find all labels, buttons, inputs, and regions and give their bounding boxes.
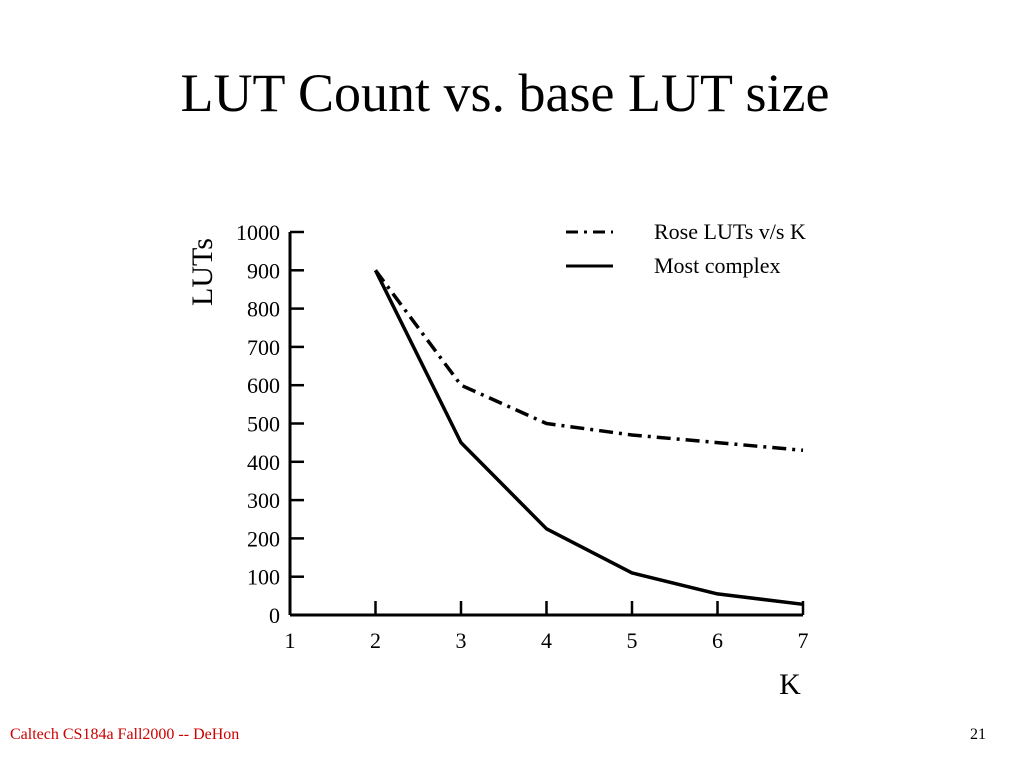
y-tick-label: 600 — [247, 373, 280, 398]
axes: 0 100 200 300 400 500 600 700 800 900 1000 1 2 3 4 5 6 7 K… — [186, 220, 809, 701]
legend-label-2: Most complex — [654, 253, 781, 278]
x-tick-label: 5 — [627, 628, 638, 653]
slide-title: LUT Count vs. base LUT size — [180, 63, 830, 123]
y-tick-label: 0 — [269, 603, 280, 628]
series-line-1 — [374, 269, 804, 453]
x-tick-label: 4 — [541, 628, 552, 653]
legend-label-1: Rose LUTs v/s K — [654, 219, 806, 244]
x-tick-label: 6 — [712, 628, 723, 653]
page-number: 21 — [970, 726, 986, 743]
y-tick-label: 500 — [247, 412, 280, 437]
y-tick-label: 300 — [247, 488, 280, 513]
x-tick-label: 3 — [456, 628, 467, 653]
series-layer — [373, 269, 804, 607]
legend: Rose LUTs v/s K Most complex — [566, 219, 806, 278]
series-line-2 — [373, 269, 804, 607]
footer-text: Caltech CS184a Fall2000 -- DeHon — [10, 726, 240, 743]
y-tick-label: 100 — [247, 565, 280, 590]
y-axis-label: LUTs — [186, 238, 219, 306]
y-tick-label: 900 — [247, 258, 280, 283]
x-tick-label: 2 — [370, 628, 381, 653]
y-tick-label: 200 — [247, 526, 280, 551]
y-tick-label: 400 — [247, 450, 280, 475]
x-tick-label: 1 — [285, 628, 296, 653]
y-tick-label: 700 — [247, 335, 280, 360]
x-tick-label: 7 — [798, 628, 809, 653]
x-axis-label: K — [779, 668, 801, 701]
y-tick-label: 1000 — [236, 220, 280, 245]
y-tick-label: 800 — [247, 297, 280, 322]
